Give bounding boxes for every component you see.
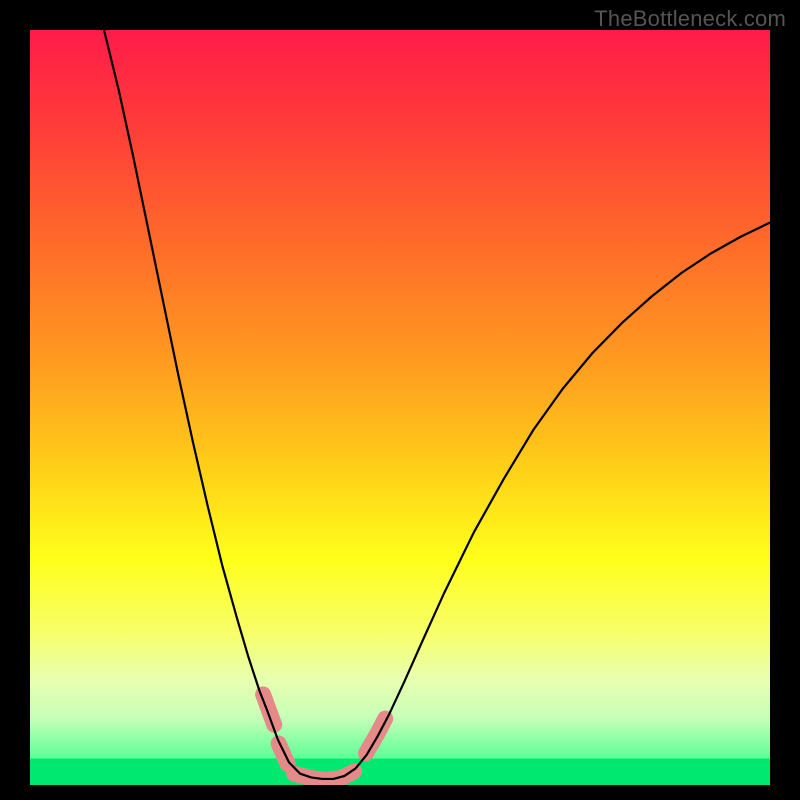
watermark-text: TheBottleneck.com: [594, 6, 786, 32]
green-baseline-band: [30, 759, 770, 785]
plot-area: [30, 30, 770, 785]
chart-container: TheBottleneck.com: [0, 0, 800, 800]
gradient-background: [30, 30, 770, 785]
curve-chart: [30, 30, 770, 785]
